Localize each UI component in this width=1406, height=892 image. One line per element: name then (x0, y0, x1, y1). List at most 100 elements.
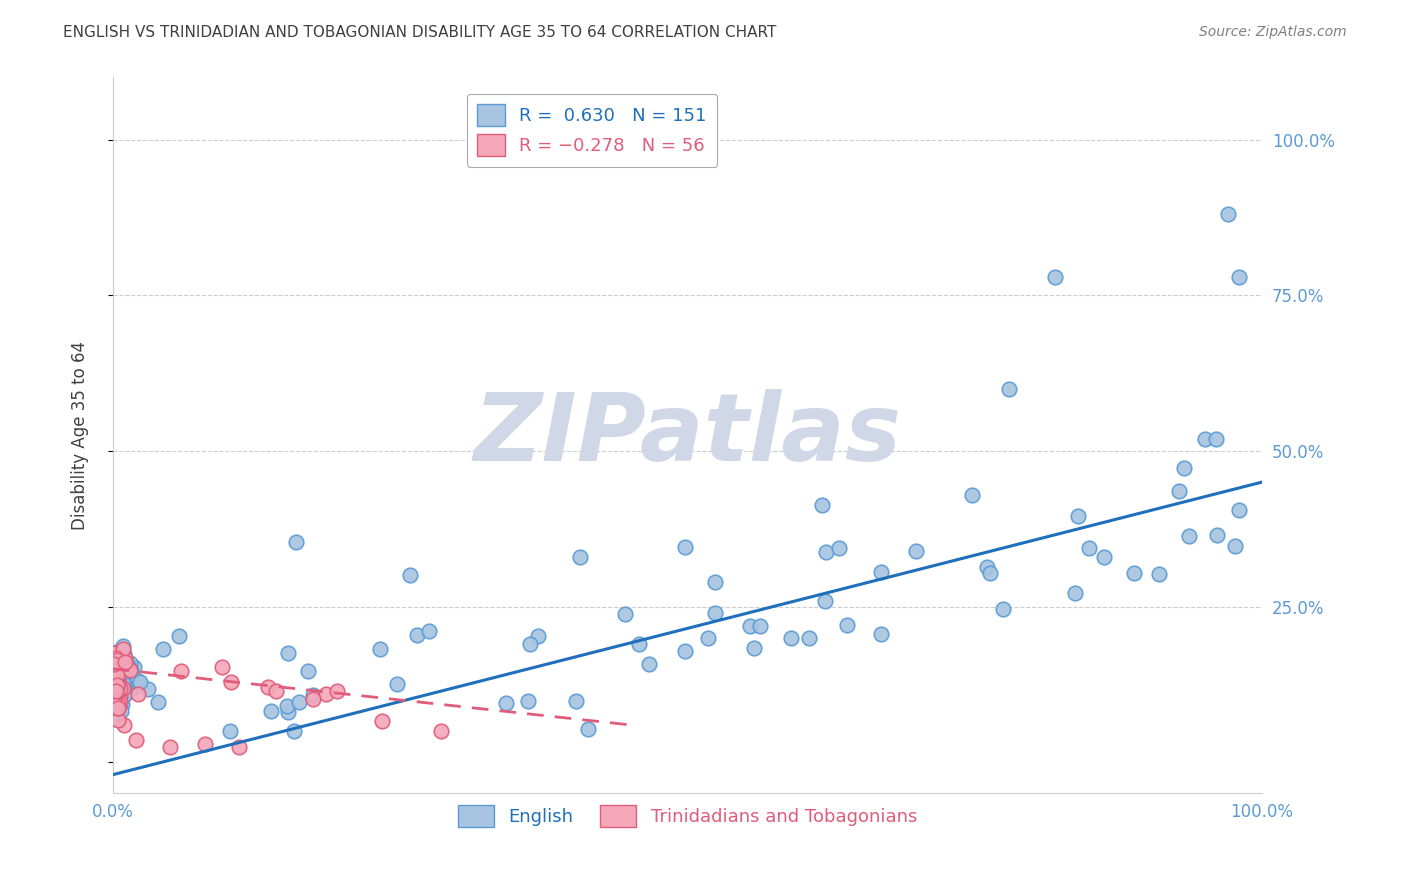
Point (285, 535, 308, 549)
Point (1205, 432, 1227, 446)
Point (107, 700, 129, 714)
Point (828, 541, 851, 555)
Point (869, 626, 891, 640)
Point (869, 565, 891, 579)
Point (115, 659, 138, 673)
Point (104, 685, 127, 699)
Point (110, 704, 132, 718)
Point (613, 607, 636, 621)
Point (103, 695, 125, 709)
Point (103, 670, 125, 684)
Point (159, 739, 181, 754)
Point (103, 670, 125, 684)
Point (117, 657, 139, 672)
Point (495, 696, 517, 710)
Point (742, 641, 765, 656)
Point (107, 706, 129, 721)
Text: Source: ZipAtlas.com: Source: ZipAtlas.com (1199, 25, 1347, 39)
Point (104, 679, 127, 693)
Point (117, 661, 139, 675)
Point (1206, 528, 1229, 542)
Point (111, 641, 134, 656)
Point (103, 679, 125, 693)
Point (104, 697, 127, 711)
Point (104, 677, 127, 691)
Point (107, 700, 129, 714)
Point (105, 684, 128, 698)
Point (104, 673, 127, 688)
Point (107, 665, 129, 680)
Point (114, 664, 136, 678)
Point (108, 670, 131, 684)
Point (637, 657, 659, 672)
Point (673, 540, 696, 554)
Point (325, 684, 347, 698)
Point (835, 617, 858, 632)
Point (811, 498, 834, 512)
Point (256, 680, 278, 694)
Point (780, 631, 803, 645)
Point (110, 679, 132, 693)
Point (104, 684, 127, 698)
Point (117, 659, 139, 673)
Point (105, 712, 128, 726)
Point (368, 642, 391, 657)
Point (170, 664, 193, 678)
Point (122, 660, 145, 674)
Point (105, 650, 128, 665)
Point (104, 688, 127, 702)
Point (228, 739, 250, 754)
Point (114, 688, 136, 702)
Point (1147, 566, 1170, 581)
Point (385, 677, 408, 691)
Point (797, 631, 820, 645)
Point (1227, 503, 1250, 517)
Point (1064, 586, 1087, 600)
Point (121, 681, 143, 695)
Point (519, 637, 541, 651)
Point (146, 695, 169, 709)
Point (105, 663, 128, 677)
Point (103, 691, 125, 706)
Point (111, 669, 134, 683)
Point (107, 693, 129, 707)
Point (114, 670, 136, 684)
Point (167, 629, 190, 643)
Point (1077, 541, 1099, 555)
Legend: English, Trinidadians and Tobagonians: English, Trinidadians and Tobagonians (450, 798, 925, 834)
Point (101, 657, 124, 671)
Point (103, 698, 125, 712)
Point (105, 675, 128, 690)
Point (1043, 269, 1066, 284)
Point (111, 681, 134, 696)
Point (288, 695, 311, 709)
Point (103, 706, 125, 720)
Point (107, 702, 129, 716)
Point (114, 655, 136, 669)
Point (527, 628, 550, 642)
Point (103, 663, 125, 677)
Point (697, 631, 720, 645)
Point (194, 737, 217, 751)
Point (112, 680, 135, 694)
Point (370, 714, 392, 728)
Point (976, 560, 998, 574)
Point (108, 681, 131, 695)
Point (430, 724, 453, 739)
Point (302, 692, 325, 706)
Point (815, 545, 838, 559)
Point (136, 681, 159, 696)
Point (813, 594, 835, 608)
Point (127, 688, 149, 702)
Point (108, 657, 131, 671)
Point (112, 662, 135, 676)
Point (118, 665, 141, 679)
Point (111, 661, 134, 675)
Point (111, 667, 134, 681)
Point (114, 662, 136, 676)
Point (101, 646, 124, 660)
Point (112, 647, 135, 661)
Point (111, 668, 134, 682)
Point (277, 646, 299, 660)
Point (276, 699, 298, 714)
